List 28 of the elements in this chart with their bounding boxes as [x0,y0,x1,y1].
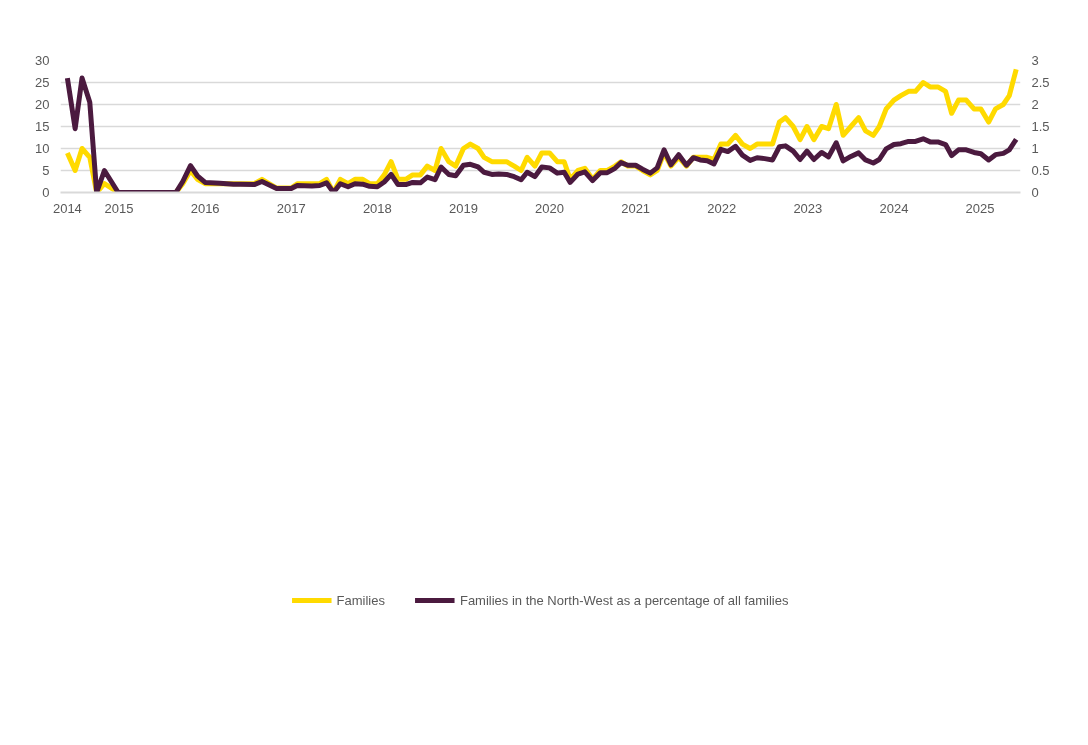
y-tick-label: 5 [42,163,50,178]
x-tick-label: 2018 [362,200,392,216]
x-tick-label: 2016 [190,200,220,216]
y2-tick-label: 2 [1031,97,1039,112]
y2-tick-label: 3 [1031,53,1039,68]
y-tick-label: 0 [42,185,50,200]
y-tick-label: 20 [35,97,50,112]
x-tick-label: 2019 [448,200,478,216]
x-tick-label: 2024 [879,200,909,216]
y2-tick-label: 0 [1031,185,1039,200]
x-tick-label: 2023 [793,200,823,216]
legend-label: Families in the North-West as a percentage of all families [459,592,789,608]
y-tick-label: 15 [35,119,50,134]
x-tick-label: 2017 [276,200,306,216]
y2-tick-label: 1 [1031,141,1039,156]
x-tick-label: 2021 [621,200,651,216]
legend-label: Families [336,592,385,608]
y2-tick-label: 0.5 [1031,163,1050,178]
y2-tick-label: 2.5 [1031,75,1050,90]
x-tick-label: 2022 [707,200,737,216]
y-tick-label: 30 [35,53,50,68]
x-tick-label: 2020 [535,200,564,216]
y-tick-label: 10 [35,141,50,156]
y2-tick-label: 1.5 [1031,119,1050,134]
x-tick-label: 2025 [965,200,995,216]
y-tick-label: 25 [35,75,50,90]
x-tick-label: 2014 [52,200,82,216]
x-tick-label: 2015 [104,200,134,216]
